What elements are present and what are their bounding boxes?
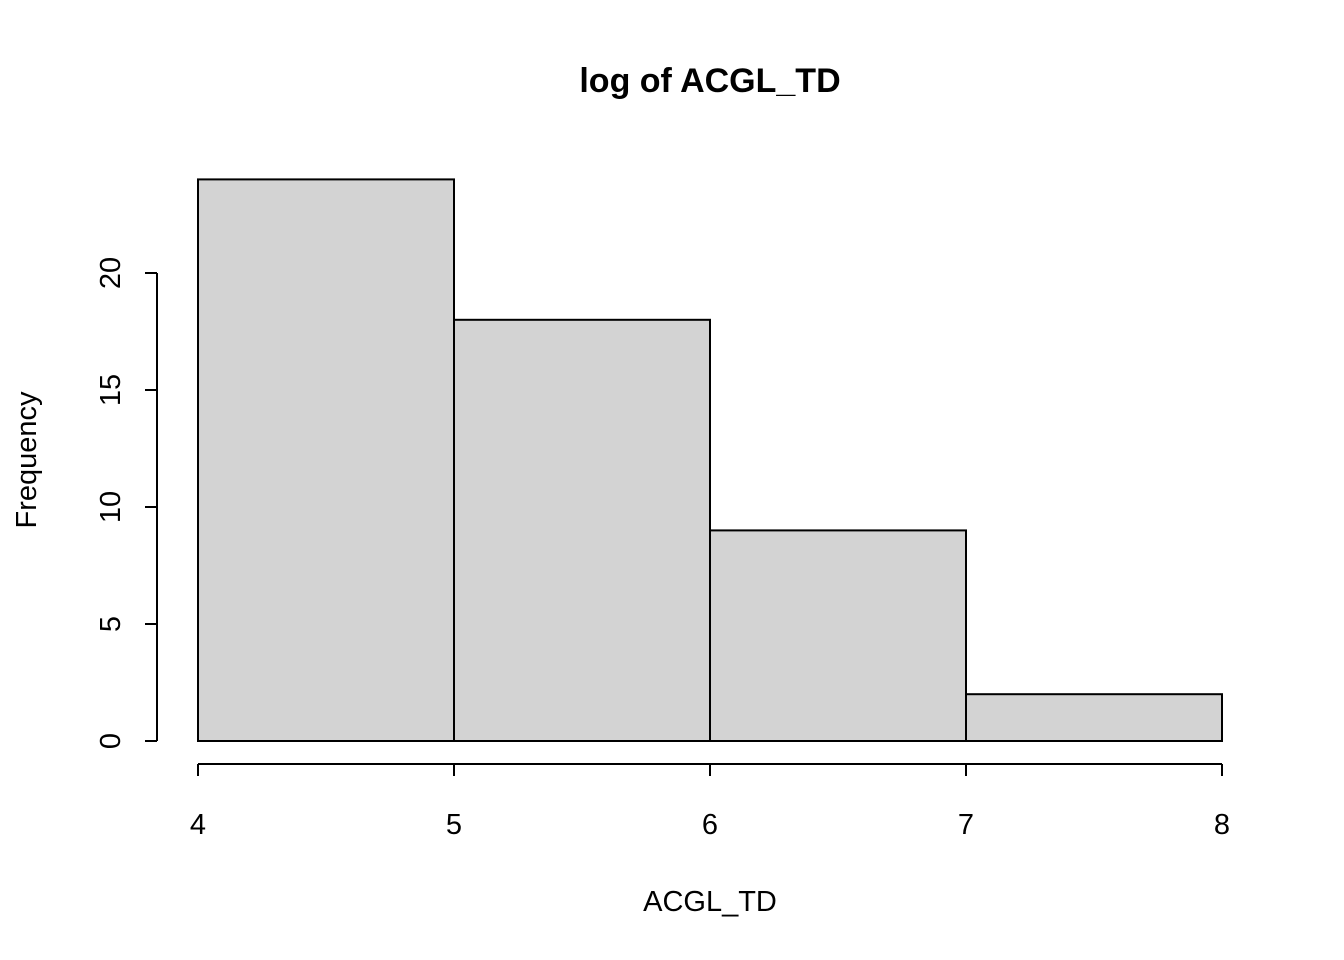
y-tick-label-1: 5 <box>95 616 127 632</box>
x-tick-label-2: 6 <box>702 809 718 841</box>
x-tick-label-3: 7 <box>958 809 974 841</box>
x-tick-label-4: 8 <box>1214 809 1230 841</box>
histogram-bars <box>197 178 1223 743</box>
y-tick-label-2: 10 <box>95 491 127 523</box>
histogram-bar-2 <box>709 529 967 743</box>
histogram-bar-0 <box>197 178 455 742</box>
chart-title: log of ACGL_TD <box>579 62 840 100</box>
y-tick-label-4: 20 <box>95 257 127 289</box>
x-tick-label-1: 5 <box>446 809 462 841</box>
y-tick-label-0: 0 <box>95 733 127 749</box>
x-axis: 4 5 6 7 8 <box>190 763 1230 841</box>
y-axis-label: Frequency <box>11 391 43 529</box>
y-tick-label-3: 15 <box>95 374 127 406</box>
x-tick-label-0: 4 <box>190 809 206 841</box>
histogram-bar-3 <box>965 693 1223 743</box>
histogram-bar-1 <box>453 318 711 742</box>
x-axis-label: ACGL_TD <box>643 886 777 918</box>
y-axis: 0 5 10 15 20 <box>95 257 158 749</box>
